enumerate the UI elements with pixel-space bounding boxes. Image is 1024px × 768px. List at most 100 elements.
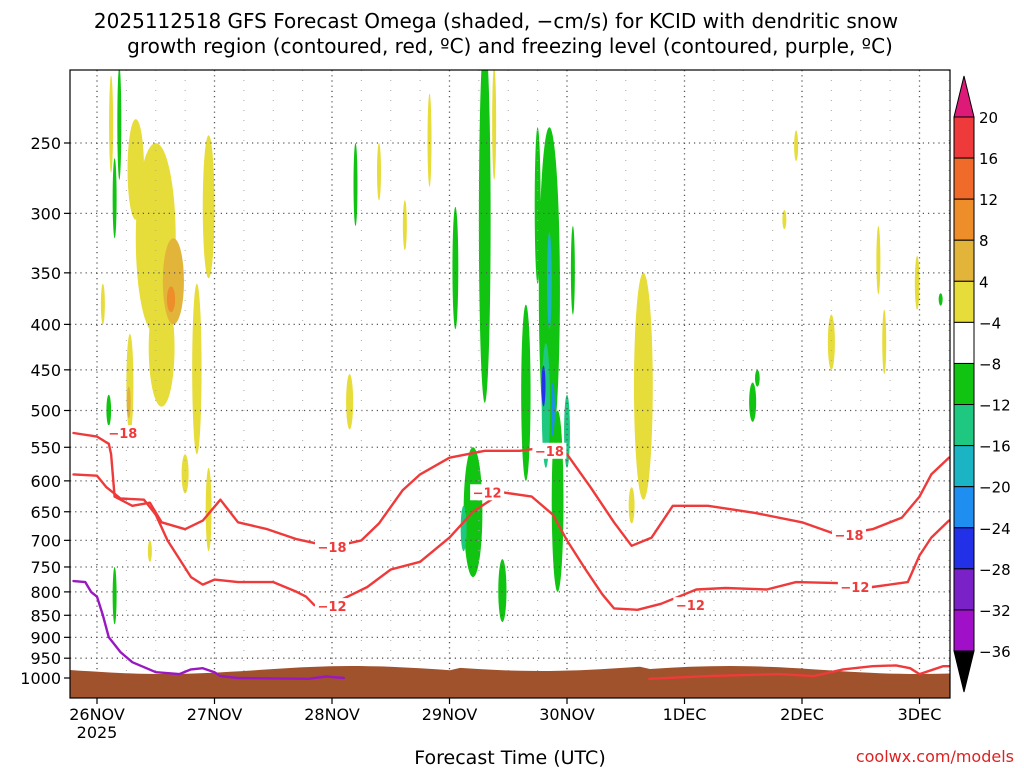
x-tick-label-2DEC: 2DEC [780, 705, 824, 724]
colorbar-bottom-arrow [953, 650, 975, 693]
omega-region-35 [547, 232, 552, 330]
gridlines [70, 70, 950, 698]
y-axis: 250 300 350 400 450 500 550 600 650 700 750 800 850 9… [20, 134, 70, 688]
omega-region-24 [492, 70, 497, 180]
contour-label-0-0: −18 [108, 427, 137, 442]
x-tick-sublabel-26NOV: 2025 [77, 723, 118, 742]
colorbar-label-8: −16 [979, 438, 1011, 456]
contour-line-3 [72, 579, 345, 680]
contour-label-0-3: −18 [318, 541, 347, 556]
colorbar-segment-12 [953, 609, 975, 652]
ground-surface [70, 666, 950, 698]
x-tick-label-28NOV: 28NOV [304, 705, 360, 724]
x-tick-label-29NOV: 29NOV [422, 705, 478, 724]
omega-shading [100, 70, 943, 625]
colorbar-label-7: −12 [979, 397, 1011, 415]
omega-region-9 [205, 467, 212, 552]
y-tick-label-500: 500 [30, 402, 61, 421]
contour-label-0-2: −18 [835, 529, 864, 544]
y-tick-label-450: 450 [30, 361, 61, 380]
colorbar-segment-7 [953, 404, 975, 447]
x-tick-label-30NOV: 30NOV [539, 705, 595, 724]
contour-line-1 [72, 473, 950, 611]
omega-region-50 [914, 255, 920, 310]
chart-title-line-1: 2025112518 GFS Forecast Omega (shaded, −… [94, 9, 898, 33]
omega-region-22 [402, 200, 407, 251]
colorbar-label-0: 20 [979, 109, 998, 127]
omega-region-32 [534, 127, 541, 284]
y-tick-label-250: 250 [30, 134, 61, 153]
omega-region-11 [106, 394, 112, 426]
omega-region-48 [876, 226, 881, 295]
omega-region-40 [570, 226, 575, 315]
omega-region-44 [755, 369, 760, 387]
contour-label-bg [315, 598, 349, 615]
omega-region-8 [202, 135, 215, 279]
omega-region-5 [126, 333, 134, 433]
colorbar-label-11: −28 [979, 561, 1011, 579]
omega-region-26 [452, 206, 459, 330]
y-tick-label-600: 600 [30, 472, 61, 491]
omega-region-15 [112, 566, 117, 625]
x-axis-title: Forecast Time (UTC) [414, 747, 605, 768]
omega-region-42 [628, 487, 635, 524]
omega-region-51 [938, 293, 943, 306]
omega-region-41 [633, 272, 653, 500]
colorbar-label-6: −8 [979, 355, 1001, 373]
colorbar-segment-5 [953, 321, 975, 364]
y-tick-label-950: 950 [30, 649, 61, 668]
colorbar-segment-9 [953, 486, 975, 529]
y-tick-label-650: 650 [30, 503, 61, 522]
omega-region-4 [166, 286, 176, 313]
omega-region-29 [460, 505, 467, 552]
contour-label-bg [832, 526, 866, 543]
omega-region-49 [882, 309, 887, 375]
omega-region-45 [794, 130, 799, 162]
omega-region-6 [126, 386, 131, 419]
omega-region-47 [827, 314, 835, 370]
omega-region-10 [181, 454, 189, 494]
colorbar-label-9: −20 [979, 479, 1011, 497]
colorbar-segment-1 [953, 157, 975, 200]
omega-region-13 [147, 540, 152, 562]
y-tick-label-800: 800 [30, 583, 61, 602]
colorbar-label-1: 16 [979, 150, 998, 168]
contour-line-0 [72, 431, 950, 549]
ground-fill [70, 666, 950, 698]
omega-region-31 [521, 304, 531, 481]
contour-label-1-3: −12 [840, 581, 869, 596]
colorbar-segment-10 [953, 527, 975, 570]
omega-region-12 [112, 158, 117, 239]
plot-frame [69, 69, 951, 699]
contour-label-1-1: −12 [473, 486, 502, 501]
colorbar-label-12: −32 [979, 602, 1011, 620]
contour-label-1-0: −12 [318, 600, 347, 615]
colorbar-segment-3 [953, 239, 975, 282]
omega-region-38 [551, 410, 564, 592]
colorbar: 20 16 12 8 4 −4 −8 −12 −16 −20 −24 −28 −32 −36 [953, 75, 1011, 693]
omega-region-25 [353, 143, 358, 227]
omega-region-7 [192, 283, 202, 455]
contour-label-bg [837, 579, 872, 596]
temperature-contours: −18 −18 −18 −18 −12 −12 −12 −12 [72, 424, 950, 680]
plot-area: −18 −18 −18 −18 −12 −12 −12 −12 [70, 70, 950, 698]
omega-region-3 [162, 238, 184, 325]
omega-region-20 [377, 143, 381, 201]
colorbar-label-10: −24 [979, 520, 1011, 538]
contour-label-1-2: −12 [676, 599, 705, 614]
omega-region-30 [498, 559, 507, 623]
omega-region-36 [541, 365, 546, 407]
colorbar-label-3: 8 [979, 232, 989, 250]
omega-region-18 [346, 374, 354, 430]
contour-label-0-1: −18 [535, 445, 564, 460]
colorbar-label-2: 12 [979, 191, 998, 209]
omega-region-17 [109, 75, 114, 173]
contour-line-2 [648, 664, 950, 680]
colorbar-segment-4 [953, 280, 975, 323]
credit-text[interactable]: coolwx.com/models [856, 747, 1014, 766]
x-tick-label-3DEC: 3DEC [898, 705, 942, 724]
omega-region-43 [749, 382, 757, 422]
contour-label-bg [673, 597, 708, 614]
x-tick-label-1DEC: 1DEC [663, 705, 707, 724]
